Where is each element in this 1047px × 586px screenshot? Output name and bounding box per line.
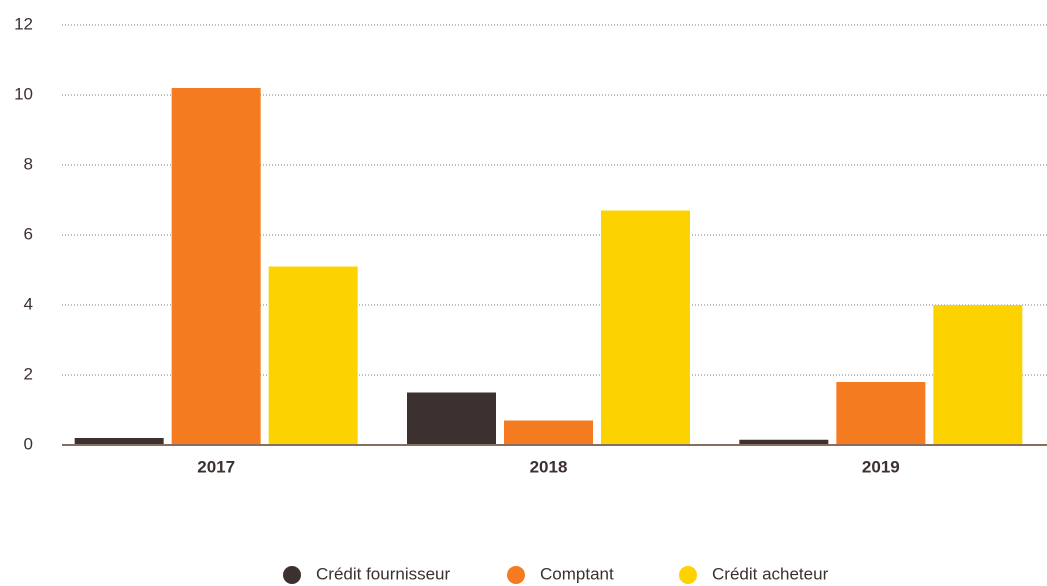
y-tick-label: 12: [14, 14, 33, 33]
bar: [268, 266, 358, 445]
y-tick-label: 10: [14, 84, 33, 103]
bar: [933, 305, 1023, 445]
y-tick-label: 0: [24, 434, 33, 453]
x-tick-label: 2018: [530, 457, 568, 476]
legend-marker: [283, 566, 301, 584]
y-tick-label: 2: [24, 364, 33, 383]
bar: [739, 439, 829, 445]
legend-label: Comptant: [540, 564, 614, 583]
bar: [601, 210, 690, 445]
legend-label: Crédit acheteur: [712, 564, 829, 583]
bar: [407, 392, 496, 445]
bar: [836, 382, 926, 445]
y-tick-label: 6: [24, 224, 33, 243]
y-tick-label: 4: [24, 294, 33, 313]
legend-marker: [679, 566, 697, 584]
bar: [74, 438, 164, 445]
y-tick-label: 8: [24, 154, 33, 173]
bar: [504, 420, 593, 445]
legend-label: Crédit fournisseur: [316, 564, 451, 583]
x-tick-label: 2019: [862, 457, 900, 476]
legend-marker: [507, 566, 525, 584]
x-tick-label: 2017: [197, 457, 235, 476]
bar: [171, 88, 261, 445]
